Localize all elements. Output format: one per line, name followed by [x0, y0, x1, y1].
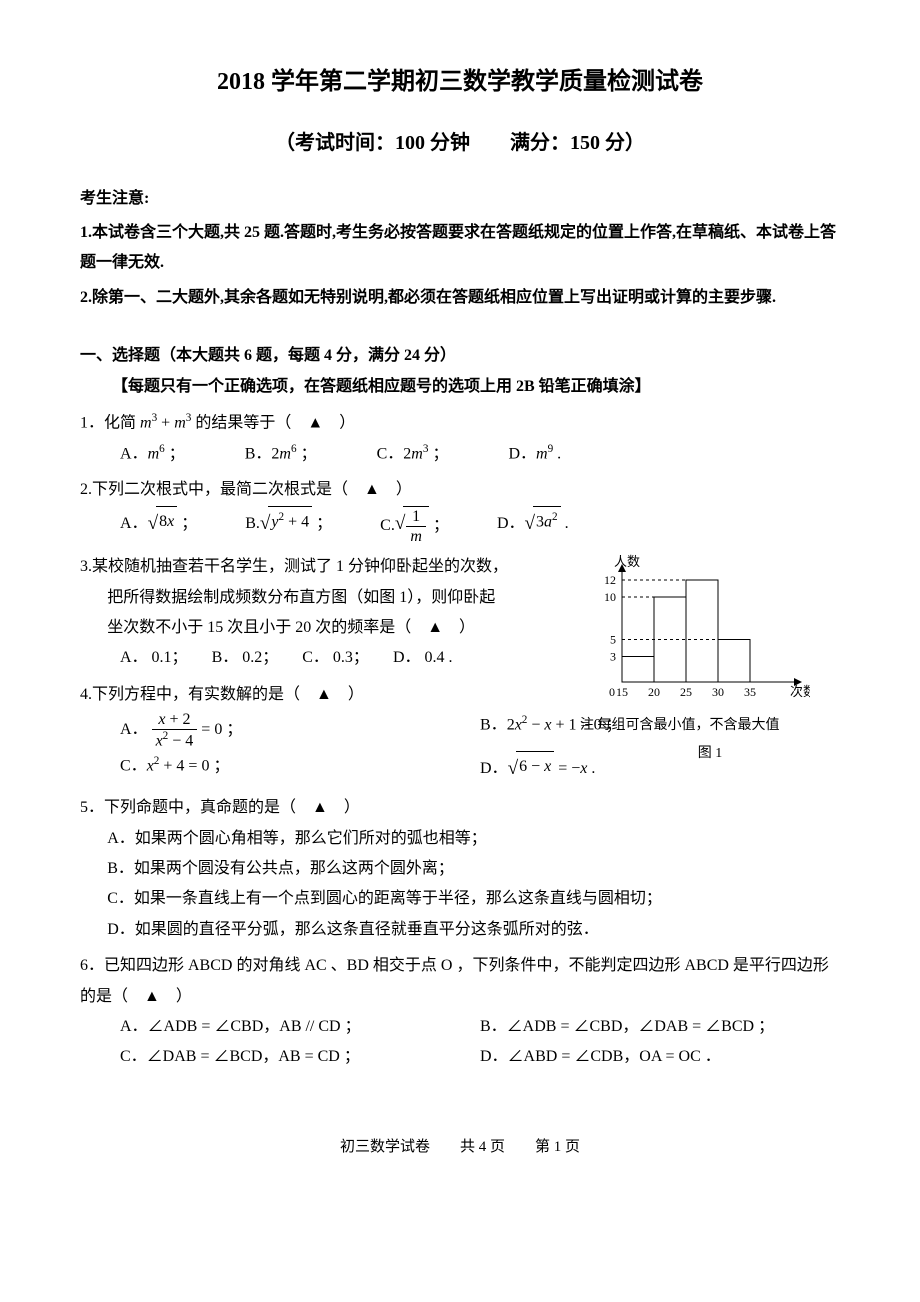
notice-2: 2.除第一、二大题外,其余各题如无特别说明,都必须在答题纸相应位置上写出证明或计… — [80, 283, 840, 313]
q6-opt-a: A．∠ADB = ∠CBD，AB // CD ； — [120, 1012, 480, 1042]
q6-opt-d: D．∠ABD = ∠CDB，OA = OC ． — [480, 1042, 840, 1072]
question-1: 1．化简 m3 + m3 的结果等于（ ▲ ） — [80, 408, 840, 439]
q4-opt-a: A． x + 2x2 − 4 = 0 ； — [120, 710, 480, 751]
q3-line2: 把所得数据绘制成频数分布直方图（如图 1），则仰卧起 — [80, 583, 560, 613]
q5-opt-b: B．如果两个圆没有公共点，那么这两个圆外离； — [80, 854, 840, 884]
svg-text:次数: 次数 — [790, 684, 810, 699]
figure-1: 人数35101201520253035次数 注 每组可含最小值，不含最大值 图 … — [580, 552, 840, 768]
page-title: 2018 学年第二学期初三数学教学质量检测试卷 — [80, 60, 840, 106]
chart-note: 注 每组可含最小值，不含最大值 — [580, 713, 840, 740]
svg-text:5: 5 — [610, 633, 616, 647]
q1-opt-a: A．m6 ； — [120, 439, 185, 470]
question-6: 6．已知四边形 ABCD 的对角线 AC 、BD 相交于点 O ，下列条件中，不… — [80, 951, 840, 1012]
q2-options: A．8x ； B.y2 + 4 ； C.1m ； D．3a2 . — [80, 506, 840, 546]
q3-options: A． 0.1； B． 0.2； C． 0.3； D． 0.4 . — [80, 643, 560, 673]
notice-1: 1.本试卷含三个大题,共 25 题.答题时,考生务必按答题要求在答题纸规定的位置… — [80, 218, 840, 279]
q2-opt-b: B.y2 + 4 ； — [245, 506, 332, 546]
q2-opt-a: A．8x ； — [120, 506, 197, 546]
q1-stem-pre: 1．化简 — [80, 414, 140, 431]
q6-opt-b: B．∠ADB = ∠CBD，∠DAB = ∠BCD ； — [480, 1012, 840, 1042]
q5-opt-c: C．如果一条直线上有一个点到圆心的距离等于半径，那么这条直线与圆相切； — [80, 884, 840, 914]
q3-opt-c: C． 0.3； — [302, 643, 369, 673]
svg-text:0: 0 — [609, 685, 615, 699]
svg-text:30: 30 — [712, 685, 724, 699]
section-1-note: 【每题只有一个正确选项，在答题纸相应题号的选项上用 2B 铅笔正确填涂】 — [80, 372, 840, 402]
q3-opt-d: D． 0.4 . — [393, 643, 453, 673]
q1-stem-post: 的结果等于（ ▲ ） — [191, 414, 355, 431]
q3-line3: 坐次数不小于 15 次且小于 20 次的频率是（ ▲ ） — [80, 613, 560, 643]
page-footer: 初三数学试卷 共 4 页 第 1 页 — [80, 1133, 840, 1162]
page-subtitle: （考试时间：100 分钟 满分：150 分） — [80, 124, 840, 162]
q5-opt-a: A．如果两个圆心角相等，那么它们所对的弧也相等； — [80, 824, 840, 854]
q2-opt-c: C.1m ； — [380, 506, 449, 546]
histogram-chart: 人数35101201520253035次数 — [580, 552, 810, 702]
chart-caption: 图 1 — [580, 741, 840, 768]
svg-text:35: 35 — [744, 685, 756, 699]
q1-opt-c: C．2m3 ； — [377, 439, 449, 470]
svg-text:人数: 人数 — [614, 554, 640, 569]
q2-opt-d: D．3a2 . — [497, 506, 569, 546]
q4-opt-c: C．x2 + 4 = 0 ； — [120, 751, 480, 787]
section-1-title: 一、选择题（本大题共 6 题，每题 4 分，满分 24 分） — [80, 341, 840, 371]
notice-head: 考生注意: — [80, 184, 840, 214]
q1-options: A．m6 ； B．2m6 ； C．2m3 ； D．m9 . — [80, 439, 840, 470]
q6-options: A．∠ADB = ∠CBD，AB // CD ； B．∠ADB = ∠CBD，∠… — [80, 1012, 840, 1073]
q6-opt-c: C．∠DAB = ∠BCD，AB = CD ； — [120, 1042, 480, 1072]
q3-opt-b: B． 0.2； — [212, 643, 279, 673]
q5-opt-d: D．如果圆的直径平分弧，那么这条直径就垂直平分这条弧所对的弦． — [80, 915, 840, 945]
svg-text:20: 20 — [648, 685, 660, 699]
question-5: 5．下列命题中，真命题的是（ ▲ ） — [80, 793, 840, 823]
svg-text:12: 12 — [604, 573, 616, 587]
q3-opt-a: A． 0.1； — [120, 643, 188, 673]
svg-text:15: 15 — [616, 685, 628, 699]
q1-opt-d: D．m9 . — [508, 439, 561, 470]
question-2: 2.下列二次根式中，最简二次根式是（ ▲ ） — [80, 475, 840, 505]
q1-opt-b: B．2m6 ； — [245, 439, 317, 470]
svg-text:25: 25 — [680, 685, 692, 699]
q3-line1: 3.某校随机抽查若干名学生，测试了 1 分钟仰卧起坐的次数， — [80, 552, 560, 582]
question-3: 3.某校随机抽查若干名学生，测试了 1 分钟仰卧起坐的次数， 把所得数据绘制成频… — [80, 552, 840, 674]
svg-text:3: 3 — [610, 650, 616, 664]
svg-text:10: 10 — [604, 590, 616, 604]
